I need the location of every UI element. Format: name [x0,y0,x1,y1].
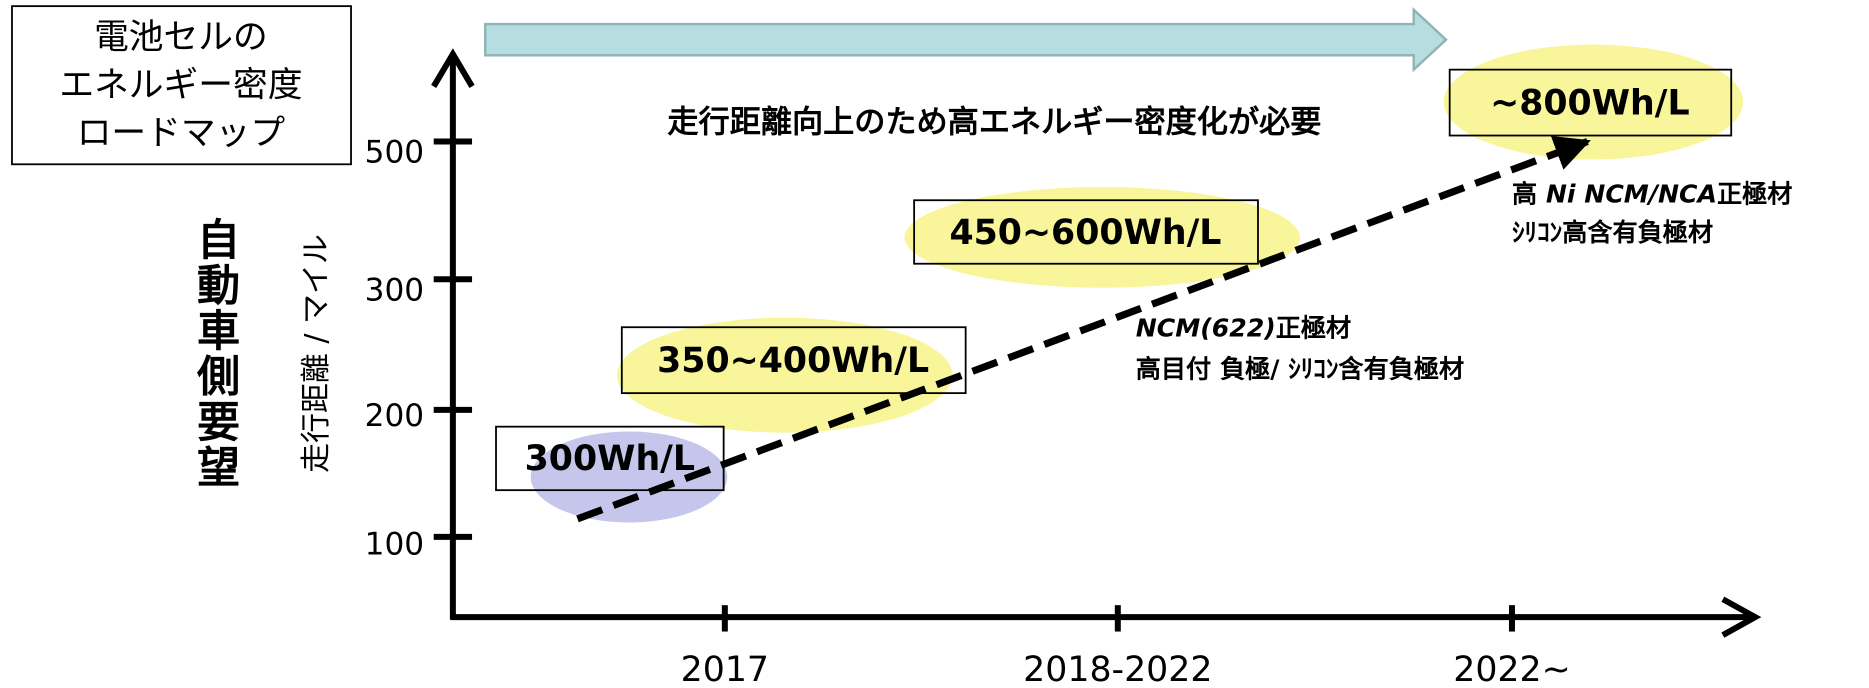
bubble [904,187,1300,288]
title-line: エネルギー密度 [59,65,302,105]
target-box [1448,68,1733,137]
y-tick-label: 100 [365,526,424,562]
bubble [530,431,728,523]
y-tick-label: 300 [365,272,424,308]
y-axis-sublabel: 走行距離 / マイル [299,234,334,473]
note-part: NCM(622) [1136,314,1276,343]
title-line: 電池セルの [94,17,268,57]
note-part: 高目付 負極/ ｼﾘｺﾝ含有負極材 [1136,354,1464,383]
y-tick-label: 500 [365,135,424,171]
target-box [620,326,967,395]
banner-text: 走行距離向上のため高エネルギー密度化が必要 [667,105,1321,141]
note-part: ｼﾘｺﾝ高含有負極材 [1512,218,1713,247]
bubble [617,317,953,433]
target-label: 350~400Wh/L [657,341,929,381]
note-line: NCM(622)正極材 [1136,314,1351,343]
title-box [11,5,352,166]
target-label: 450~600Wh/L [949,213,1221,253]
target-box [913,199,1259,265]
trend-arrow [576,136,1591,523]
target-box [495,425,725,492]
x-tick-label: 2017 [681,650,769,688]
progress-arrow [484,6,1448,73]
note-line: 高目付 負極/ ｼﾘｺﾝ含有負極材 [1136,354,1464,383]
bubble [1443,44,1744,160]
note-part: 正極材 [1276,314,1351,343]
x-tick-label: 2018-2022 [1023,650,1212,688]
target-label: ~800Wh/L [1490,83,1689,123]
note-line: 高 Ni NCM/NCA正極材 [1512,179,1792,208]
target-label: 300Wh/L [525,439,695,479]
note-part: 正極材 [1717,179,1792,208]
note-part: Ni NCM/NCA [1546,179,1717,208]
y-axis-arrow [431,48,475,88]
y-axis-label: 自動車側要望 [190,217,242,490]
x-axis-arrow [1721,596,1762,638]
note-line: ｼﾘｺﾝ高含有負極材 [1512,218,1713,247]
x-tick-label: 2022~ [1453,650,1571,688]
note-part: 高 [1512,179,1546,208]
y-tick-label: 200 [365,398,424,434]
title-line: ロードマップ [77,113,286,153]
